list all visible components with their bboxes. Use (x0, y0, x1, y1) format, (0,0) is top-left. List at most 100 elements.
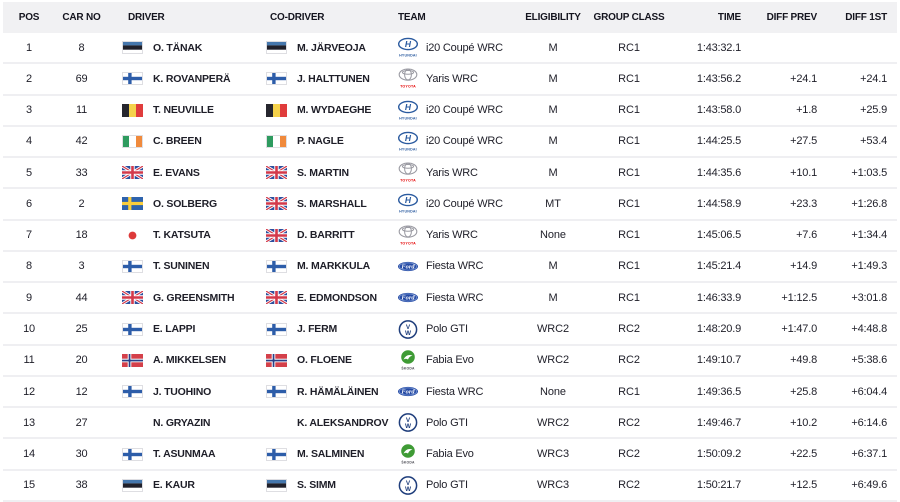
flag-belgium-icon (122, 103, 143, 117)
diff-1st-value: +3:01.8 (851, 291, 887, 304)
diff-1st-value: +6:14.6 (851, 416, 887, 429)
eligibility-value: None (540, 385, 566, 398)
flag-finland-icon (266, 259, 287, 273)
diff-prev-value: +14.9 (790, 260, 817, 273)
column-header-eligibility: ELIGIBILITY (525, 12, 581, 23)
eligibility-value: M (548, 166, 558, 179)
codriver-name: M. JÄRVEOJA (297, 41, 366, 54)
diff-prev-value: +27.5 (790, 135, 817, 148)
time-value: 1:46:33.9 (696, 291, 741, 304)
column-header-time: TIME (717, 12, 741, 23)
column-header-car-no: CAR NO (62, 12, 101, 23)
flag-finland-icon (266, 322, 287, 336)
table-row[interactable]: 12 12 J. TUOHINO R. HÄMÄLÄINEN Ford Fies… (3, 376, 897, 409)
car-number-value: 8 (78, 41, 85, 54)
group-class-value: RC1 (618, 291, 640, 304)
diff-prev-value: +1.8 (796, 104, 817, 117)
ford-logo-icon: Ford (396, 287, 420, 308)
car-model: Polo GTI (426, 416, 468, 429)
svg-text:ŠKODA: ŠKODA (401, 459, 415, 464)
table-row[interactable]: 11 20 A. MIKKELSEN O. FLOENE ŠKODA Fabia… (3, 345, 897, 377)
group-class-value: RC1 (618, 41, 640, 54)
svg-text:H: H (405, 39, 412, 49)
table-row[interactable]: 3 11 T. NEUVILLE M. WYDAEGHE H HYUNDAI i2… (3, 95, 897, 127)
flag-japan-icon (122, 228, 143, 242)
column-header-diff-1st: DIFF 1ST (845, 12, 887, 23)
results-table-header: POS CAR NO DRIVER CO-DRIVER TEAM ELIGIBI… (3, 2, 897, 33)
position-value: 3 (26, 104, 32, 117)
toyota-logo-icon: TOYOTA (396, 162, 420, 183)
svg-text:H: H (405, 133, 412, 143)
table-row[interactable]: 2 69 K. ROVANPERÄ J. HALTTUNEN TOYOTA Ya… (3, 64, 897, 96)
driver-cell: J. TUOHINO (108, 385, 253, 399)
time-value: 1:49:36.5 (696, 385, 741, 398)
car-model: i20 Coupé WRC (426, 197, 503, 210)
svg-text:W: W (405, 486, 412, 493)
table-row[interactable]: 8 3 T. SUNINEN M. MARKKULA Ford Fiesta W… (3, 251, 897, 284)
eligibility-value: WRC3 (537, 479, 569, 492)
time-value: 1:45:21.4 (696, 260, 741, 273)
group-class-value: RC2 (618, 479, 640, 492)
svg-text:HYUNDAI: HYUNDAI (399, 210, 417, 214)
flag-norway-icon (266, 353, 287, 367)
car-number-value: 18 (75, 229, 88, 242)
time-value: 1:44:58.9 (696, 197, 741, 210)
diff-1st-value: +25.9 (860, 104, 887, 117)
flag-finland-icon (122, 259, 143, 273)
codriver-name: E. EDMONDSON (297, 291, 377, 304)
diff-1st-value: +1:34.4 (851, 229, 887, 242)
skoda-logo-icon: ŠKODA (396, 349, 420, 371)
team-cell: H HYUNDAI i20 Coupé WRC (393, 100, 521, 121)
position-value: 7 (26, 229, 32, 242)
codriver-name: D. BARRITT (297, 229, 355, 242)
position-value: 2 (26, 72, 32, 85)
driver-name: G. GREENSMITH (153, 291, 235, 304)
eligibility-value: WRC2 (537, 323, 569, 336)
team-cell: TOYOTA Yaris WRC (393, 225, 521, 246)
eligibility-value: None (540, 229, 566, 242)
codriver-name: M. MARKKULA (297, 260, 371, 273)
driver-cell: G. GREENSMITH (108, 291, 253, 305)
ford-logo-icon: Ford (396, 381, 420, 402)
team-cell: Ford Fiesta WRC (393, 381, 521, 402)
eligibility-value: M (548, 104, 558, 117)
car-model: Yaris WRC (426, 72, 478, 85)
time-value: 1:45:06.5 (696, 229, 741, 242)
codriver-cell: S. MARSHALL (253, 197, 393, 211)
car-number-value: 33 (75, 166, 88, 179)
codriver-name: M. SALMINEN (297, 448, 365, 461)
car-model: i20 Coupé WRC (426, 104, 503, 117)
driver-cell: T. ASUNMAA (108, 447, 253, 461)
table-row[interactable]: 6 2 O. SOLBERG S. MARSHALL H HYUNDAI i20 … (3, 189, 897, 221)
codriver-name: P. NAGLE (297, 135, 344, 148)
diff-prev-value: +1:12.5 (781, 291, 817, 304)
table-row[interactable]: 1 8 O. TÄNAK M. JÄRVEOJA H HYUNDAI i20 Co… (3, 33, 897, 65)
diff-1st-value: +6:37.1 (851, 448, 887, 461)
codriver-name: O. FLOENE (297, 354, 352, 367)
table-row[interactable]: 9 44 G. GREENSMITH E. EDMONDSON Ford Fie… (3, 283, 897, 315)
flag-uk-icon (266, 228, 287, 242)
eligibility-value: WRC2 (537, 354, 569, 367)
diff-prev-value: +22.5 (790, 448, 817, 461)
svg-text:H: H (405, 102, 412, 112)
hyundai-logo-icon: H HYUNDAI (396, 37, 420, 58)
table-row[interactable]: 14 30 T. ASUNMAA M. SALMINEN ŠKODA Fabia… (3, 439, 897, 471)
svg-text:TOYOTA: TOYOTA (400, 241, 416, 245)
table-row[interactable]: 7 18 T. KATSUTA D. BARRITT TOYOTA Yaris … (3, 220, 897, 252)
car-number-value: 38 (75, 479, 88, 492)
eligibility-value: M (548, 135, 558, 148)
codriver-name: S. MARSHALL (297, 197, 367, 210)
table-row[interactable]: 5 33 E. EVANS S. MARTIN TOYOTA Yaris WRC… (3, 158, 897, 190)
team-cell: H HYUNDAI i20 Coupé WRC (393, 131, 521, 152)
flag-ireland-icon (122, 134, 143, 148)
column-header-driver: DRIVER (128, 12, 165, 23)
time-value: 1:48:20.9 (696, 323, 741, 336)
time-value: 1:44:25.5 (696, 135, 741, 148)
svg-text:HYUNDAI: HYUNDAI (399, 54, 417, 58)
driver-cell: T. SUNINEN (108, 259, 253, 273)
table-row[interactable]: 4 42 C. BREEN P. NAGLE H HYUNDAI i20 Coup… (3, 126, 897, 159)
